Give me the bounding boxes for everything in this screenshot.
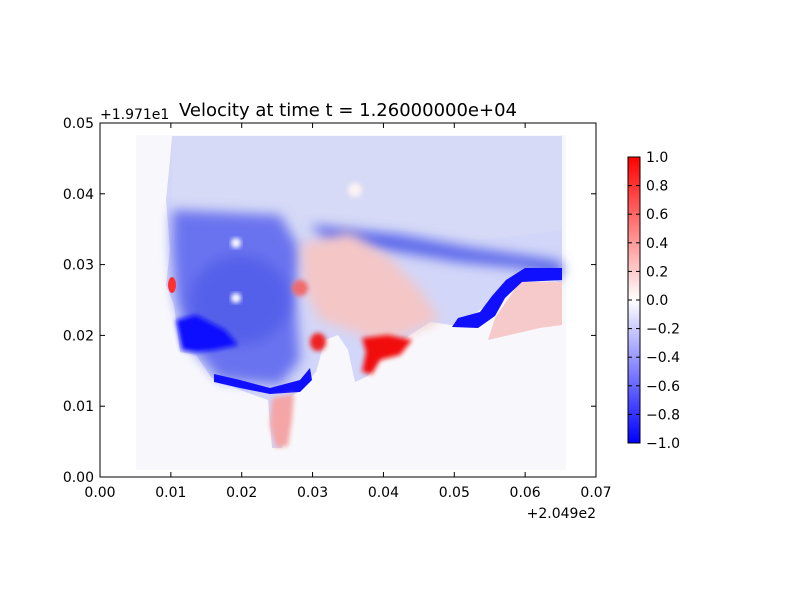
central-positive-zone xyxy=(300,232,440,345)
y-tick-label: 0.03 xyxy=(63,258,94,274)
vortex-2 xyxy=(231,293,241,303)
colorbar-tick-label: −0.6 xyxy=(646,379,680,395)
southwest-edge-band xyxy=(214,368,312,394)
x-tick-label: 0.04 xyxy=(368,485,399,501)
x-offset-label: +2.049e2 xyxy=(527,506,596,522)
colorbar-tick-label: 0.8 xyxy=(646,179,668,195)
western-coast-band xyxy=(176,315,238,352)
x-tick-label: 0.06 xyxy=(510,485,541,501)
x-tick-label: 0.05 xyxy=(439,485,470,501)
channel-band xyxy=(310,225,562,278)
plot-frame xyxy=(99,122,597,478)
eastern-positive-block xyxy=(488,282,562,340)
y-tick-label: 0.02 xyxy=(63,328,94,344)
vortex-1 xyxy=(231,238,241,248)
colorbar-tick-label: 0.6 xyxy=(646,207,668,223)
eastern-boundary-band xyxy=(452,268,562,328)
y-offset-label: +1.971e1 xyxy=(100,107,169,123)
colorbar-tick-label: −0.2 xyxy=(646,322,680,338)
y-axis: 0.00 0.01 0.02 0.03 0.04 0.05 xyxy=(63,116,596,486)
colorbar-tick-label: 0.4 xyxy=(646,236,668,252)
y-tick-label: 0.04 xyxy=(63,187,94,203)
chart-title: Velocity at time t = 1.26000000e+04 xyxy=(179,100,517,121)
vortex-3 xyxy=(348,183,362,197)
colorbar-tick-label: −0.8 xyxy=(646,407,680,423)
velocity-heatmap xyxy=(136,135,566,470)
colorbar-tick-label: −0.4 xyxy=(646,350,680,366)
red-spot-coast xyxy=(168,277,176,293)
northern-field xyxy=(172,136,562,240)
x-tick-label: 0.03 xyxy=(297,485,328,501)
x-tick-label: 0.02 xyxy=(226,485,257,501)
red-blob-upper xyxy=(292,280,308,296)
x-tick-label: 0.01 xyxy=(155,485,186,501)
y-tick-label: 0.00 xyxy=(63,470,94,486)
y-tick-label: 0.01 xyxy=(63,399,94,415)
x-tick-label: 0.00 xyxy=(84,485,115,501)
colorbar-tick-label: 1.0 xyxy=(646,150,668,166)
colorbar-tick-label: 0.0 xyxy=(646,293,668,309)
colorbar-tick-label: −1.0 xyxy=(646,436,680,452)
x-axis: 0.00 0.01 0.02 0.03 0.04 0.05 0.06 0.07 xyxy=(84,123,612,501)
south-central-hotspot xyxy=(362,335,412,374)
colorbar-ticks: 1.0 0.8 0.6 0.4 0.2 0.0 −0.2 −0.4 −0.6 −0.8 −1.0 xyxy=(628,150,680,452)
colorbar-tick-label: 0.2 xyxy=(646,264,668,280)
y-tick-label: 0.05 xyxy=(63,116,94,132)
southern-plume xyxy=(270,394,294,448)
x-tick-label: 0.07 xyxy=(580,485,611,501)
red-blob-west xyxy=(310,333,326,351)
